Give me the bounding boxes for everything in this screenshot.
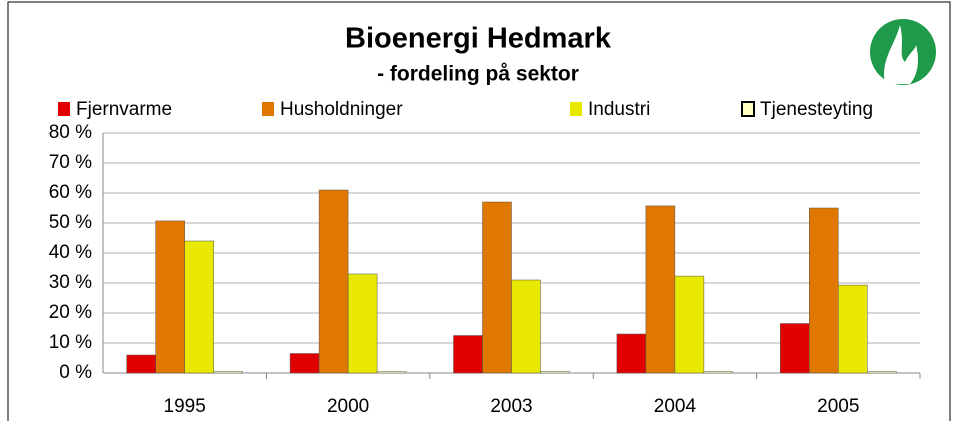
bar <box>376 371 407 374</box>
bar <box>780 323 810 374</box>
x-tick-label: 2000 <box>327 396 369 417</box>
bar <box>213 371 243 374</box>
y-tick-label: 10 % <box>49 332 92 353</box>
legend-label: Tjenesteyting <box>760 99 873 120</box>
y-tick-label: 60 % <box>49 182 92 203</box>
bar <box>674 275 705 374</box>
x-tick-label: 1995 <box>164 396 206 417</box>
bar <box>867 371 897 374</box>
bar <box>318 189 349 374</box>
bar <box>482 201 512 374</box>
bar <box>540 371 570 374</box>
x-tick-label: 2004 <box>654 396 697 417</box>
legend-label: Fjernvarme <box>76 99 172 120</box>
chart-subtitle: - fordeling på sektor <box>377 63 579 86</box>
y-tick-label: 20 % <box>49 302 92 323</box>
bar <box>645 205 676 374</box>
y-tick-label: 70 % <box>49 152 92 173</box>
y-tick-label: 40 % <box>49 242 92 263</box>
bar <box>155 220 185 374</box>
legend-swatch <box>570 102 582 116</box>
bar <box>126 354 156 374</box>
bar <box>347 273 378 374</box>
bar <box>184 240 214 374</box>
logo <box>870 19 936 85</box>
y-tick-label: 30 % <box>49 272 92 293</box>
chart-title: Bioenergi Hedmark <box>345 23 612 55</box>
bar <box>289 353 320 374</box>
bar <box>703 371 734 374</box>
legend-label: Husholdninger <box>280 99 403 120</box>
y-tick-label: 0 % <box>59 362 92 383</box>
bar <box>809 207 839 374</box>
legend-label: Industri <box>588 99 650 120</box>
bar <box>453 335 483 374</box>
x-tick-label: 2005 <box>817 396 859 417</box>
x-tick-label: 2003 <box>490 396 532 417</box>
bar <box>838 284 868 374</box>
bar <box>616 333 647 374</box>
legend-swatch <box>262 102 274 116</box>
y-tick-label: 50 % <box>49 212 92 233</box>
legend-swatch <box>58 102 70 116</box>
legend-swatch <box>741 101 755 117</box>
bar <box>511 279 541 374</box>
y-tick-label: 80 % <box>49 122 92 143</box>
